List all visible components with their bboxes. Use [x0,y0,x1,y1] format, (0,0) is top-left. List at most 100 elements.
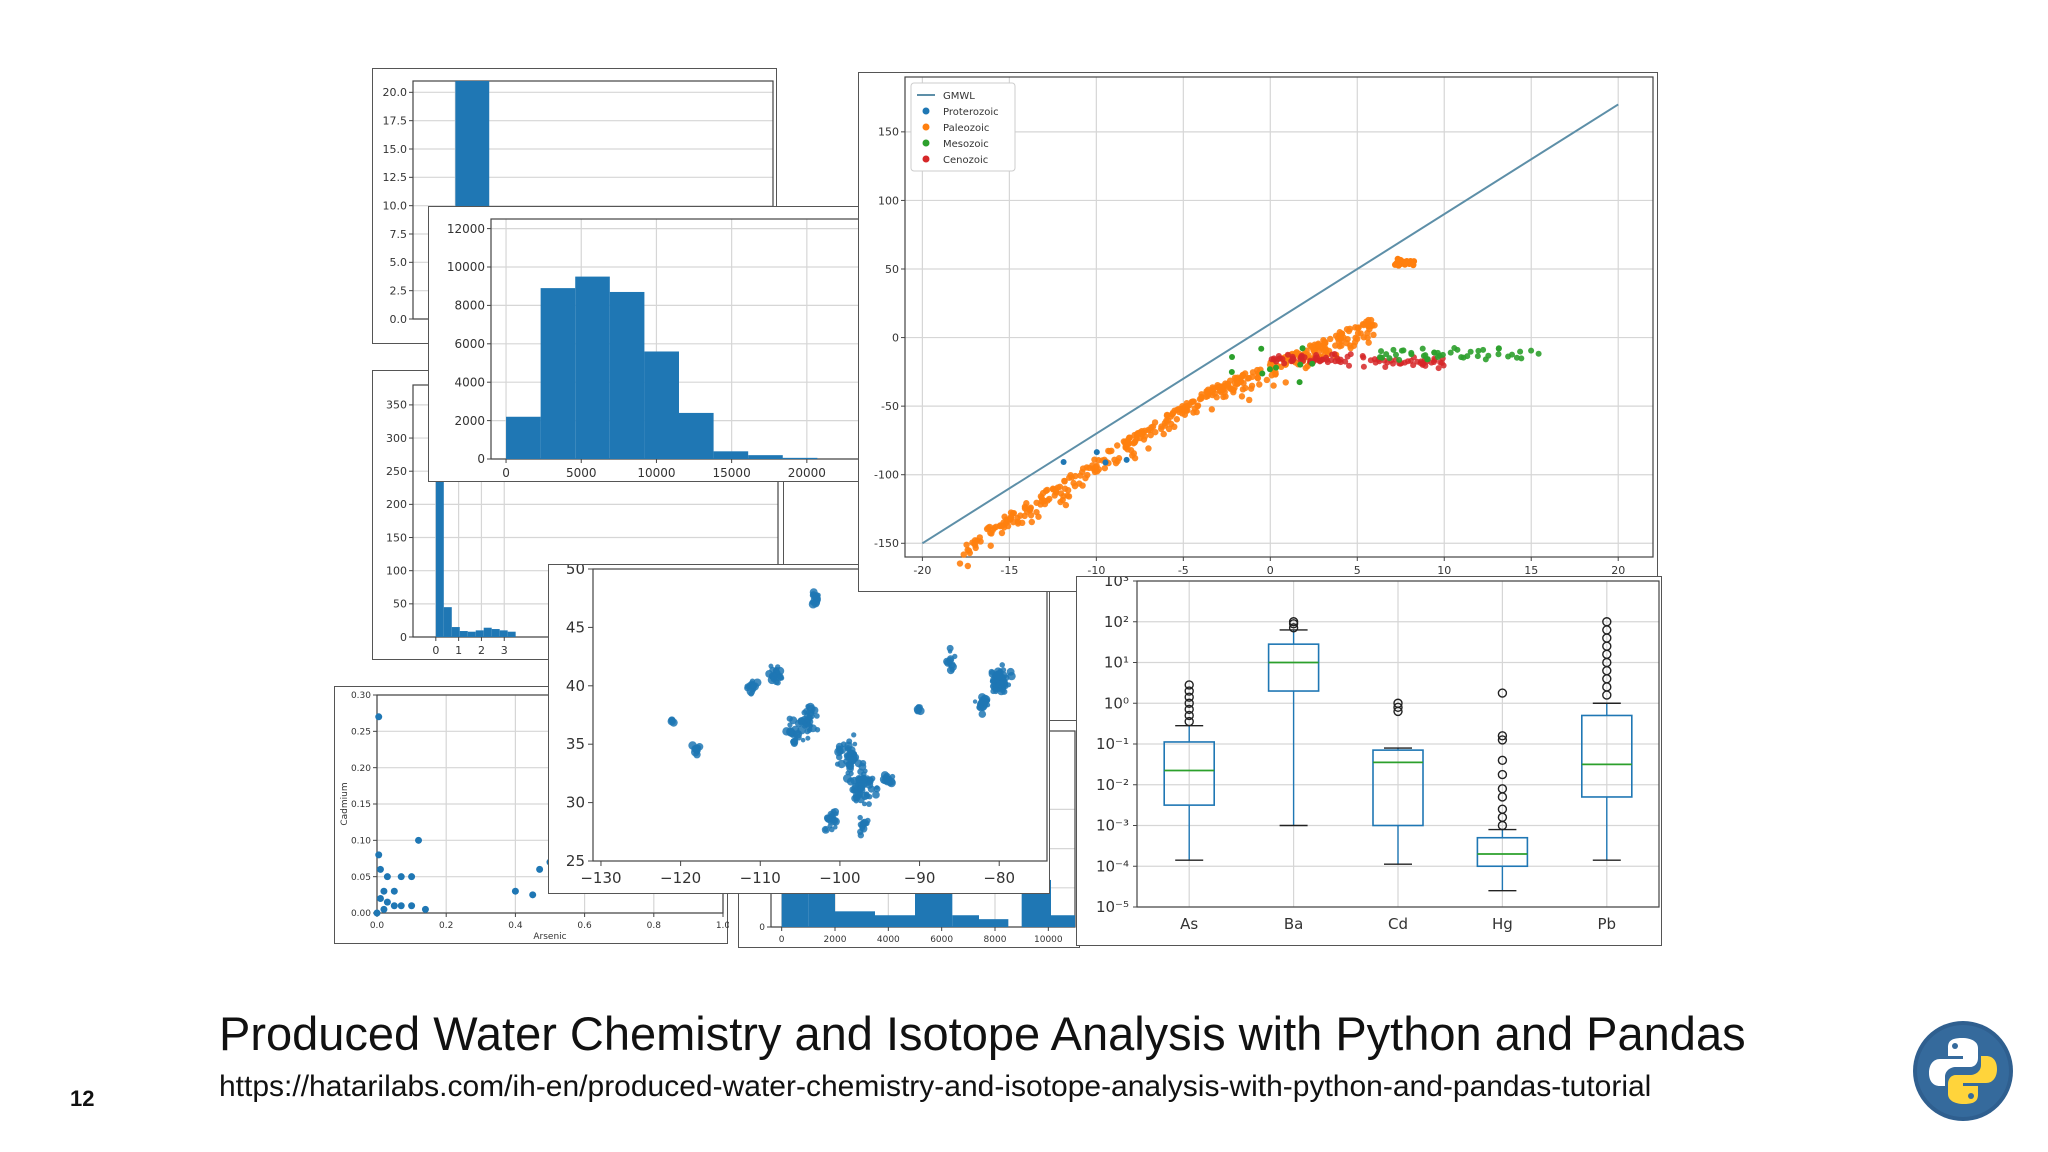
cenozoic-point [1289,355,1296,362]
paleozoic-point [960,551,967,558]
paleozoic-point [1208,406,1216,413]
paleozoic-point [1021,503,1029,510]
y-tick-label: 50 [885,263,899,276]
cenozoic-point [1367,357,1374,364]
location-point [808,724,817,733]
cenozoic-point [1346,362,1353,369]
y-tick-label: 10⁻² [1096,776,1129,794]
location-point [834,747,843,757]
paleozoic-point [1171,423,1178,431]
legend-swatch [922,123,930,131]
location-point [994,671,1003,680]
x-tick-label: 3 [501,644,508,657]
x-tick-label: 20 [1611,564,1625,577]
paleozoic-point [963,541,970,548]
y-tick-label: 0 [759,923,765,933]
mesozoic-point [1408,349,1415,356]
mesozoic-point [1400,347,1407,354]
y-tick-label: 10⁻⁴ [1096,857,1129,875]
x-tick-label: 15000 [713,466,751,480]
x-tick-label: 15 [1524,564,1538,577]
cenozoic-point [1335,358,1342,365]
legend: GMWL Proterozoic Paleozoic Mesozoic Cenozoic [910,82,1016,172]
y-tick-label: 0.30 [351,691,371,701]
y-tick-label: 0.20 [351,764,371,774]
location-point [693,750,701,759]
location-point [768,663,774,669]
y-tick-label: 10.0 [383,200,408,213]
histogram-bar [483,627,492,637]
y-tick-label: -100 [874,469,899,482]
location-point [846,777,855,786]
y-tick-label: 0 [892,331,899,344]
data-point [421,905,429,913]
paleozoic-point [1108,447,1115,455]
paleozoic-point [1023,508,1031,515]
paleozoic-point [1114,442,1121,449]
data-point [529,891,537,899]
y-tick-label: 7.5 [390,228,408,241]
data-point [397,873,405,881]
paleozoic-point [1351,338,1359,346]
data-point [376,894,384,902]
location-point [846,762,855,770]
data-point [376,865,384,873]
location-point [985,702,991,708]
slide-source-url[interactable]: https://hatarilabs.com/ih-en/produced-wa… [219,1070,1652,1103]
outlier [1393,702,1403,713]
category-label: Cd [1388,915,1408,933]
proterozoic-point [1102,459,1109,466]
y-tick-label: 0.0 [390,313,408,326]
cenozoic-point [1344,353,1351,360]
location-point [805,735,811,741]
y-tick-label: 10000 [447,260,485,274]
paleozoic-point [1173,416,1181,423]
mesozoic-point [1464,353,1471,360]
python-logo-icon [1912,1020,2014,1122]
category-label: As [1180,915,1198,933]
y-tick-label: 30 [566,794,585,812]
location-point [873,785,881,793]
y-tick-label: 150 [386,531,407,544]
mesozoic-point [1454,346,1461,353]
mesozoic-point [1495,351,1502,358]
outlier [1184,716,1194,727]
paleozoic-point [1138,431,1145,438]
histogram-bar [679,412,714,459]
histogram-bar [979,919,1009,927]
y-tick-label: 0 [400,631,407,644]
outlier [1497,804,1508,814]
paleozoic-point [1028,518,1035,526]
outlier [1184,704,1194,715]
histogram-bar [575,276,610,459]
x-tick-label: −120 [660,869,701,887]
histogram-bar [506,416,541,459]
mesozoic-point [1273,364,1280,371]
histogram-bar [475,630,484,637]
y-axis-label: Cadmium [340,782,350,825]
legend-label: GMWL [943,91,975,102]
x-tick-label: 0.4 [508,921,523,931]
location-point [771,672,778,680]
location-point [787,722,793,728]
location-point [773,667,779,673]
paleozoic-point [1065,493,1073,500]
legend-label: Mesozoic [943,139,989,150]
mesozoic-point [1422,352,1429,359]
location-point [857,768,864,776]
paleozoic-point [1072,472,1079,480]
location-scatter: −130 −120 −110 −100 −90 −80 25 30 35 40 45 50 [566,565,1048,887]
y-tick-label: 12000 [447,222,485,236]
mesozoic-point [1485,352,1492,359]
histogram-bar [875,915,915,927]
paleozoic-point [1354,329,1362,337]
y-tick-label: 40 [566,677,585,695]
paleozoic-point [1360,321,1367,329]
location-point [669,718,678,727]
histogram-bar [952,915,979,927]
location-point [774,679,781,686]
cenozoic-point [1342,358,1349,365]
mesozoic-point [1535,350,1542,357]
histogram-panel-c: 0 5000 10000 15000 20000 0 2000 4000 6000 8000 100… [428,206,872,482]
paleozoic-point [1354,324,1361,332]
